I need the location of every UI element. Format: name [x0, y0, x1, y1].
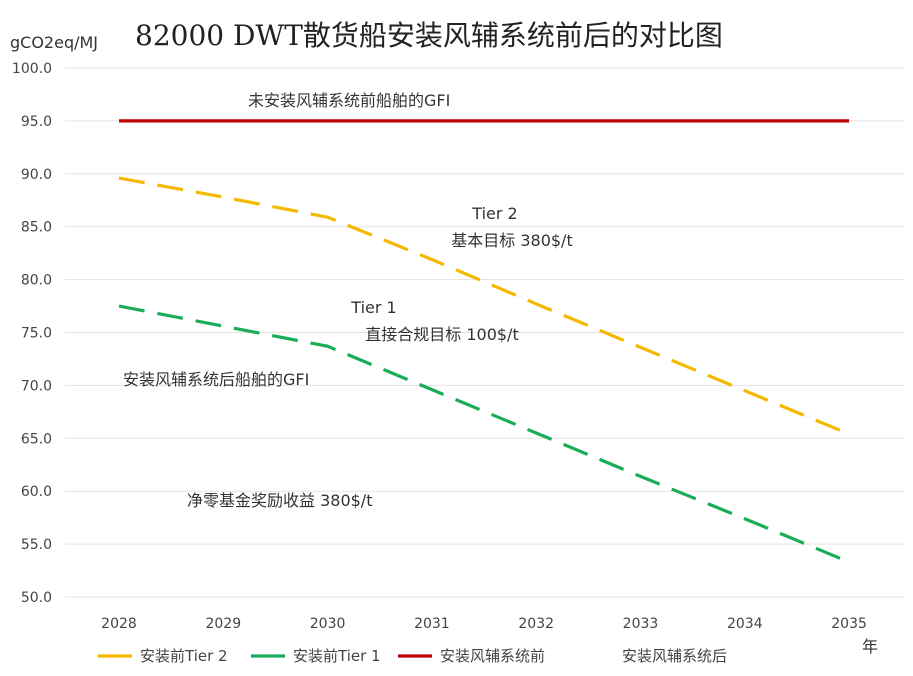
annotation-tier1-2: 直接合规目标 100$/t [365, 325, 518, 344]
y-tick-label: 95.0 [21, 114, 52, 130]
annotation-gfi-before: 未安装风辅系统前船舶的GFI [248, 91, 450, 110]
legend: 安装前Tier 2 安装前Tier 1 安装风辅系统前 安装风辅系统后 [98, 647, 727, 665]
y-tick-label: 85.0 [21, 220, 52, 236]
chart-title: 82000 DWT散货船安装风辅系统前后的对比图 [135, 19, 723, 52]
x-tick-label: 2035 [831, 616, 867, 632]
y-tick-label: 75.0 [21, 326, 52, 342]
y-tick-label: 80.0 [21, 273, 52, 289]
annotation-gfi-after: 安装风辅系统后船舶的GFI [123, 370, 309, 389]
x-tick-label: 2030 [310, 616, 346, 632]
series-line-1 [118, 176, 850, 436]
legend-label-2: 安装前Tier 1 [293, 647, 381, 665]
y-tick-label: 100.0 [12, 61, 52, 77]
series-lines [118, 119, 850, 564]
x-axis-ticks: 2028 2029 2030 2031 2032 2033 2034 2035 [101, 616, 867, 632]
x-axis-unit-label: 年 [862, 637, 878, 656]
x-tick-label: 2032 [518, 616, 554, 632]
annotation-tier2-2: 基本目标 380$/t [451, 231, 572, 250]
annotation-tier2-1: Tier 2 [471, 204, 517, 223]
annotations: 未安装风辅系统前船舶的GFI Tier 2 基本目标 380$/t Tier 1 直接合… [123, 91, 573, 510]
y-axis-ticks: 50.0 55.0 60.0 65.0 70.0 75.0 80.0 85.0 90.0 95.0… [12, 61, 52, 606]
y-axis-unit-label: gCO2eq/MJ [10, 33, 98, 52]
x-tick-label: 2031 [414, 616, 450, 632]
y-tick-label: 50.0 [21, 590, 52, 606]
x-tick-label: 2028 [101, 616, 137, 632]
y-tick-label: 60.0 [21, 484, 52, 500]
series-line-2 [118, 304, 850, 564]
x-tick-label: 2029 [205, 616, 241, 632]
legend-label-1: 安装前Tier 2 [140, 647, 228, 665]
legend-label-4: 安装风辅系统后 [622, 647, 727, 665]
x-tick-label: 2033 [623, 616, 659, 632]
annotation-tier1-1: Tier 1 [350, 298, 396, 317]
y-tick-label: 65.0 [21, 431, 52, 447]
y-tick-label: 90.0 [21, 167, 52, 183]
y-tick-label: 55.0 [21, 537, 52, 553]
annotation-net-zero: 净零基金奖励收益 380$/t [187, 491, 372, 510]
legend-label-3: 安装风辅系统前 [440, 647, 545, 665]
x-tick-label: 2034 [727, 616, 763, 632]
y-tick-label: 70.0 [21, 378, 52, 394]
